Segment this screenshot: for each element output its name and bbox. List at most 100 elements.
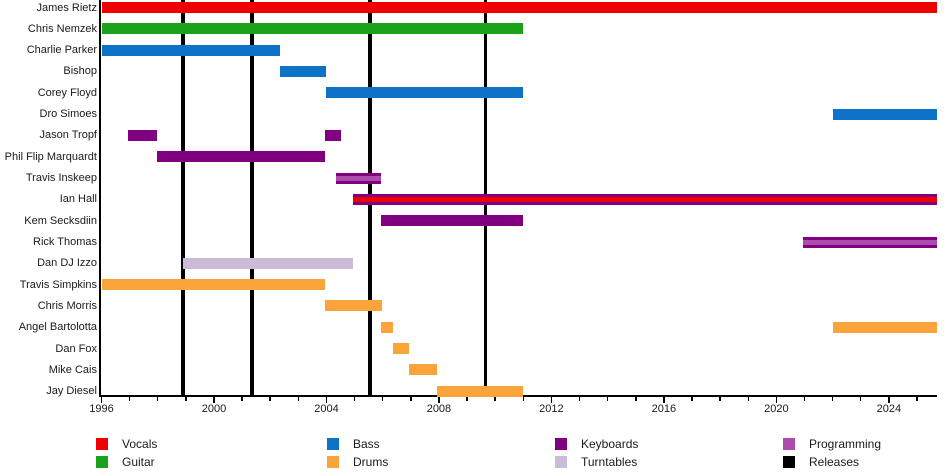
y-axis-line <box>99 0 101 397</box>
legend-swatch-programming <box>783 438 795 450</box>
timeline-bar-drums <box>392 343 410 355</box>
timeline-bar-keyboards <box>381 215 524 227</box>
x-axis-minor-tick <box>719 397 721 401</box>
member-label: Travis Simpkins <box>19 278 97 291</box>
member-label: Mike Cais <box>48 363 97 376</box>
legend-label-bass: Bass <box>353 437 380 451</box>
legend-swatch-releases <box>783 456 795 468</box>
x-axis-minor-tick <box>297 397 300 401</box>
x-axis-tick-label: 2004 <box>314 403 339 415</box>
x-axis-tick-label: 2016 <box>651 403 677 415</box>
member-label: Kem Secksdiin <box>24 214 97 227</box>
timeline-bar-keyboards <box>156 151 326 163</box>
x-axis-minor-tick <box>747 397 749 401</box>
timeline-bar-drums <box>381 321 393 333</box>
legend-label-guitar: Guitar <box>122 455 155 469</box>
member-label: Dan Fox <box>55 342 97 355</box>
member-label: Jay Diesel <box>46 385 97 398</box>
x-axis-minor-tick <box>353 397 356 401</box>
x-axis-major-tick <box>775 397 778 403</box>
x-axis-tick-label: 2020 <box>764 403 789 415</box>
x-axis-minor-tick <box>522 397 525 401</box>
legend-label-drums: Drums <box>353 455 389 469</box>
member-label: Chris Nemzek <box>27 22 97 35</box>
timeline-bar-drums <box>409 364 437 376</box>
legend-swatch-keyboards <box>555 438 567 450</box>
timeline-bar-drums <box>101 279 326 291</box>
x-axis-major-tick <box>550 397 553 403</box>
legend-swatch-guitar <box>96 456 108 468</box>
member-label: Charlie Parker <box>26 44 97 57</box>
legend-swatch-turntables <box>555 456 567 468</box>
timeline-bar-keyboards <box>128 129 157 141</box>
timeline-bar-drums <box>325 300 382 312</box>
member-label: Bishop <box>63 65 97 78</box>
timeline-bar-guitar <box>101 23 524 35</box>
plot-area: 1996 2000 2004 2008 2012 2016 2020 2024 James Ri… <box>4 0 937 415</box>
x-axis-minor-tick <box>128 397 131 401</box>
x-axis-tick-label: 2024 <box>876 403 902 415</box>
member-label: Dro Simoes <box>39 108 97 121</box>
x-axis-minor-tick <box>578 397 581 401</box>
x-axis-minor-tick <box>156 397 159 401</box>
member-label: Jason Tropf <box>39 129 97 142</box>
x-axis-minor-tick <box>606 397 609 401</box>
legend-swatch-bass <box>327 438 339 450</box>
member-label: Corey Floyd <box>37 86 97 99</box>
timeline-bar-drums <box>436 385 524 397</box>
timeline-bar-overlay-vocals <box>353 196 937 202</box>
x-axis-major-tick <box>438 397 440 403</box>
x-axis-major-tick <box>100 397 103 403</box>
release-line <box>250 0 254 395</box>
release-line <box>181 0 185 395</box>
x-axis-minor-tick <box>691 397 693 401</box>
member-label: Chris Morris <box>37 299 97 312</box>
x-axis-minor-tick <box>494 397 496 401</box>
legend-swatch-vocals <box>96 438 108 450</box>
legend-swatch-drums <box>327 456 339 468</box>
member-label: Rick Thomas <box>33 236 97 249</box>
timeline-bar-bass <box>326 87 524 99</box>
x-axis-major-tick <box>888 397 890 403</box>
legend-label-turntables: Turntables <box>581 455 638 469</box>
x-axis-minor-tick <box>803 397 806 401</box>
x-axis-major-tick <box>213 397 215 403</box>
x-axis-major-tick <box>663 397 665 403</box>
x-axis-minor-tick <box>241 397 243 401</box>
timeline-bar-bass <box>280 65 327 77</box>
timeline-bar-bass <box>101 44 281 56</box>
x-axis-tick-label: 2012 <box>539 403 564 415</box>
x-axis-minor-tick <box>466 397 468 401</box>
timeline-bar-overlay-programming <box>803 239 937 245</box>
legend-label-keyboards: Keyboards <box>581 437 639 451</box>
legend: Vocals Guitar Bass Drums Keyboards Turntables… <box>0 430 950 476</box>
member-label: Dan DJ Izzo <box>37 257 97 270</box>
timeline-bar-vocals <box>101 2 937 13</box>
x-axis-minor-tick <box>381 397 384 401</box>
timeline-bar-drums <box>832 321 937 333</box>
member-label: Phil Flip Marquardt <box>4 150 97 163</box>
x-axis-minor-tick <box>410 397 412 401</box>
legend-label-programming: Programming <box>809 437 882 451</box>
member-label: Angel Bartolotta <box>18 321 97 334</box>
x-axis-minor-tick <box>859 397 862 401</box>
x-axis-tick-label: 1996 <box>89 403 114 415</box>
member-label: James Rietz <box>36 1 97 14</box>
legend-label-releases: Releases <box>809 455 860 469</box>
x-axis-tick-label: 2008 <box>426 403 452 415</box>
x-axis-minor-tick <box>269 397 271 401</box>
timeline-bar-overlay-programming <box>336 175 382 181</box>
x-axis-minor-tick <box>185 397 187 401</box>
x-axis-minor-tick <box>916 397 918 401</box>
member-label: Ian Hall <box>59 193 97 206</box>
x-axis-major-tick <box>325 397 328 403</box>
x-axis-minor-tick <box>831 397 834 401</box>
legend-label-vocals: Vocals <box>122 437 158 451</box>
member-label: Travis Inskeep <box>25 172 97 185</box>
timeline-bar-turntables <box>183 257 354 269</box>
timeline-bar-keyboards <box>325 129 341 141</box>
x-axis-minor-tick <box>635 397 637 401</box>
x-axis-tick-label: 2000 <box>201 403 227 415</box>
timeline-bar-bass <box>832 108 937 120</box>
